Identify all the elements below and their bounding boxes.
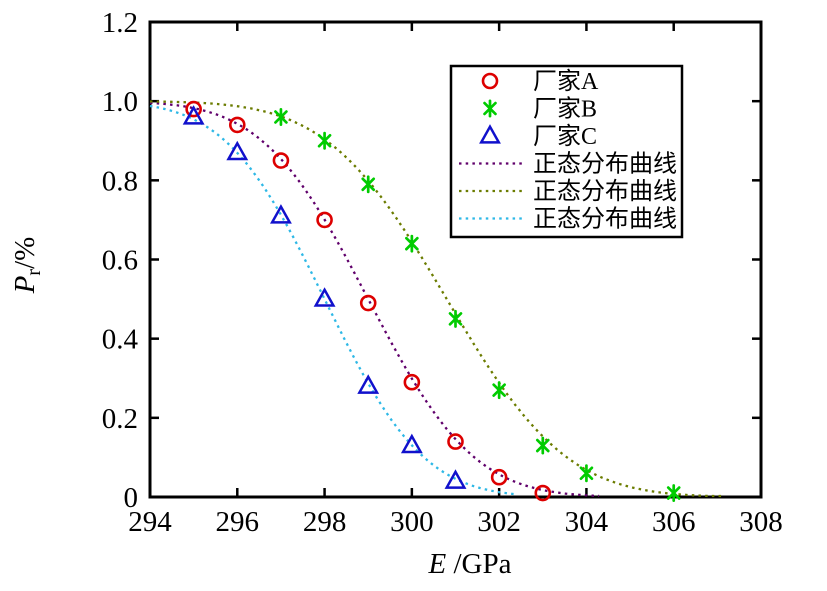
legend-label: 正态分布曲线 [533, 151, 677, 178]
data-point-circle [316, 211, 333, 229]
data-point-asterisk [535, 436, 550, 455]
x-tick-label: 304 [565, 506, 609, 538]
asterisk-arm [483, 101, 497, 116]
legend-item: 厂家C [479, 123, 597, 150]
data-point-triangle [226, 140, 249, 161]
data-point-asterisk [274, 108, 288, 126]
data-point-asterisk [361, 175, 376, 194]
y-tick-label: 1.2 [102, 7, 138, 39]
asterisk-arm [492, 383, 506, 397]
data-point-circle [447, 433, 464, 450]
legend-marker-asterisk [483, 99, 497, 118]
legend-label: 正态分布曲线 [533, 206, 677, 233]
x-tick-label: 300 [390, 506, 434, 538]
legend-marker-triangle [479, 124, 501, 144]
legend-marker-circle [481, 72, 499, 90]
x-tick-label: 302 [477, 506, 521, 538]
y-tick-label: 0.6 [102, 245, 138, 277]
fit-curves [149, 100, 725, 498]
x-tick-label: 308 [739, 506, 783, 538]
y-tick-label: 0.2 [102, 403, 138, 435]
data-point-triangle [400, 433, 423, 454]
legend-item: 正态分布曲线 [459, 206, 677, 233]
asterisk-arm [448, 312, 463, 326]
legend-label: 正态分布曲线 [533, 178, 677, 205]
data-point-triangle [313, 287, 336, 307]
asterisk-arm [361, 177, 376, 192]
data-point-circle [534, 484, 552, 502]
asterisk-arm [274, 110, 288, 124]
data-point-asterisk [579, 464, 594, 483]
x-tick-label: 294 [128, 506, 172, 538]
legend-item: 正态分布曲线 [459, 178, 677, 205]
x-tick-label: 296 [216, 506, 260, 538]
legend-label: 厂家C [533, 123, 597, 150]
y-tick-label: 0.4 [102, 324, 139, 356]
asterisk-arm [666, 486, 681, 500]
data-point-circle [490, 468, 508, 486]
y-axis-label: Pr/% [9, 237, 45, 295]
legend-item: 厂家A [481, 68, 599, 95]
y-tick-label: 0 [124, 482, 139, 514]
data-point-circle [359, 294, 377, 312]
asterisk-arm [317, 133, 332, 148]
asterisk-arm [535, 438, 550, 453]
data-point-triangle [444, 469, 467, 489]
data-point-circle [272, 152, 290, 169]
data-point-asterisk [405, 234, 419, 253]
data-point-triangle [182, 105, 205, 125]
data-point-circle [228, 116, 246, 134]
y-tick-label: 0.8 [102, 165, 138, 197]
legend-box [449, 64, 684, 239]
asterisk-arm [405, 236, 419, 251]
data-point-triangle [357, 374, 380, 394]
data-point-circle [403, 373, 421, 391]
normal-curve-3 [149, 104, 517, 496]
x-tick-label: 298 [303, 506, 347, 538]
legend-item: 厂家B [483, 96, 597, 123]
data-point-asterisk [317, 131, 332, 150]
asterisk-arm [579, 466, 594, 481]
data-point-circle [185, 100, 202, 118]
data-point-asterisk [666, 484, 681, 502]
legend-item: 正态分布曲线 [459, 151, 677, 178]
y-tick-label: 1.0 [102, 86, 138, 118]
series-1-markers [185, 100, 552, 502]
legend-label: 厂家B [533, 96, 597, 123]
data-point-asterisk [448, 309, 463, 328]
data-point-asterisk [492, 381, 506, 400]
x-tick-label: 306 [652, 506, 696, 538]
legend-label: 厂家A [533, 68, 599, 95]
series-3-markers [182, 105, 467, 489]
x-axis-label: E /GPa [428, 548, 512, 580]
normal-curve-2 [150, 100, 725, 498]
series-2-markers [274, 108, 681, 502]
data-point-triangle [269, 204, 292, 224]
